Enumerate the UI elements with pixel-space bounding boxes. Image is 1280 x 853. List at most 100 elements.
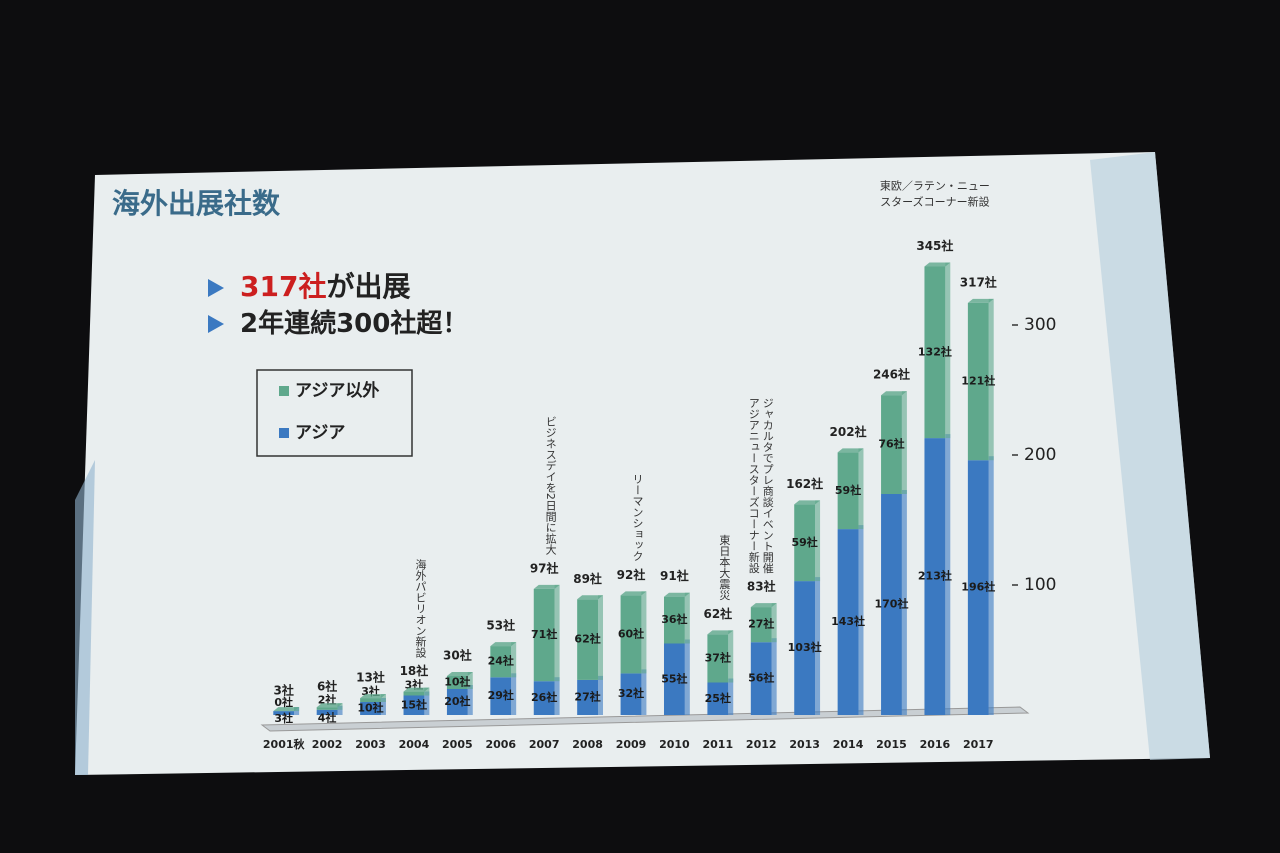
legend-box	[256, 369, 413, 457]
bar-top	[316, 703, 343, 708]
bar-side	[815, 500, 821, 582]
x-tick-label: 2011	[703, 738, 734, 751]
bar-side	[424, 691, 430, 715]
total-label: 162社	[786, 476, 823, 491]
bar-top	[533, 584, 560, 589]
value-label: 59社	[835, 483, 861, 497]
value-label: 76社	[878, 437, 904, 451]
value-label: 4社	[318, 710, 337, 724]
annotation: リーマンショック	[631, 473, 644, 561]
total-label: 89社	[573, 571, 602, 586]
bar-top	[273, 707, 300, 712]
value-label: 170社	[874, 597, 908, 611]
total-label: 97社	[530, 560, 559, 575]
bar-top	[924, 262, 951, 267]
bar-top	[403, 687, 430, 692]
value-label: 25社	[705, 691, 731, 705]
bullet-icon	[208, 279, 224, 297]
bar-segment	[663, 596, 685, 644]
x-tick-label: 2005	[442, 738, 473, 751]
bar-top	[794, 500, 821, 505]
bar-side	[554, 584, 560, 682]
x-tick-label: 2010	[659, 738, 690, 751]
bar-top	[360, 694, 386, 699]
bar-side	[380, 694, 386, 702]
value-label: 103社	[788, 640, 822, 654]
bar-side	[337, 705, 343, 715]
value-label: 37社	[705, 650, 731, 664]
bar-side	[641, 669, 647, 715]
bar-side	[511, 673, 517, 715]
bar-segment	[273, 711, 295, 715]
bar-top	[967, 298, 994, 303]
annotation: 東日本大震災	[718, 534, 731, 600]
bar-segment	[967, 302, 989, 461]
total-label: 83社	[747, 579, 776, 594]
bar-segment	[620, 673, 642, 715]
bar-side	[771, 638, 777, 715]
bar-side	[641, 591, 647, 674]
value-label: 2社	[318, 693, 337, 707]
bar-top	[837, 448, 864, 453]
legend-swatch	[279, 386, 289, 396]
x-tick-label: 2004	[399, 738, 430, 751]
x-tick-label: 2009	[616, 738, 647, 751]
bar-top	[620, 591, 647, 596]
bar-side	[945, 262, 951, 439]
y-tick-label: 200	[1024, 445, 1056, 465]
bar-segment	[794, 504, 816, 582]
value-label: 56社	[748, 671, 774, 685]
legend-label: アジア	[295, 423, 345, 443]
value-label: 20社	[444, 694, 470, 708]
total-label: 6社	[317, 679, 337, 694]
bar-segment	[924, 438, 946, 715]
total-label: 92社	[617, 567, 646, 582]
bar-segment	[360, 702, 381, 715]
bar-side	[467, 672, 473, 689]
legend-swatch	[279, 428, 289, 438]
bar-segment	[533, 588, 555, 682]
total-label: 202社	[830, 424, 867, 439]
bar-top	[446, 672, 473, 676]
bullet-text: が出展	[326, 270, 410, 303]
bar-top	[663, 592, 690, 597]
value-label: 3社	[274, 711, 293, 725]
total-label: 30社	[443, 648, 472, 663]
bar-segment	[750, 607, 772, 643]
value-label: 36社	[661, 612, 687, 626]
bar-top	[490, 642, 517, 647]
value-label: 60社	[618, 626, 644, 640]
value-label: 10社	[444, 675, 470, 689]
bar-segment	[794, 581, 816, 715]
bar-side	[598, 595, 604, 680]
x-tick-label: 2007	[529, 738, 560, 751]
slide-accent	[1090, 152, 1210, 760]
slide-title: 海外出展社数	[112, 187, 281, 220]
value-label: 59社	[791, 535, 817, 549]
value-label: 26社	[531, 690, 557, 704]
bullet: 2年連続300社超！	[240, 308, 468, 339]
bullet: 317社が出展	[240, 270, 410, 303]
bar-segment	[707, 634, 729, 683]
x-tick-label: 2014	[833, 738, 864, 751]
bar-top	[707, 630, 734, 635]
total-label: 345社	[916, 238, 953, 253]
total-label: 18社	[400, 663, 429, 678]
value-label: 55社	[661, 671, 687, 685]
x-tick-label: 2002	[312, 738, 343, 751]
bar-segment	[837, 452, 859, 530]
bar-segment	[750, 642, 772, 715]
bar-segment	[707, 682, 729, 715]
value-label: 32社	[618, 686, 644, 700]
bar-top	[750, 603, 777, 608]
bar-side	[511, 642, 517, 678]
bar-segment	[446, 676, 468, 689]
annotation: ビジネスデイを2日間に拡大	[544, 416, 557, 555]
x-tick-label: 2008	[572, 738, 603, 751]
total-label: 91社	[660, 568, 689, 583]
bar-side	[988, 456, 994, 715]
bar-side	[728, 678, 734, 715]
value-label: 27社	[748, 617, 774, 631]
bar-side	[858, 448, 864, 530]
value-label: 27社	[574, 689, 600, 703]
